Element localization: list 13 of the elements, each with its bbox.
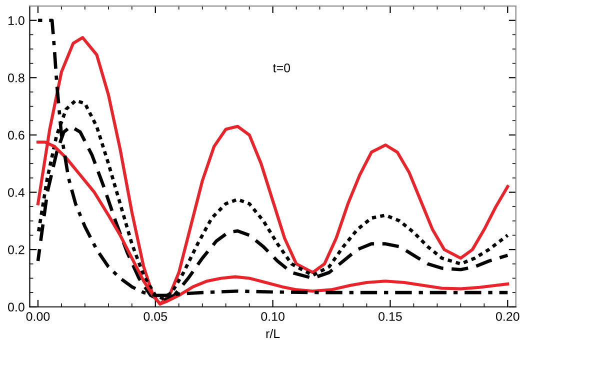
- x-axis-title: r/L: [266, 328, 280, 338]
- y-tick-label: 0.6: [8, 130, 24, 140]
- annotation: t=0: [272, 63, 290, 72]
- y-tick-label: 0.4: [8, 188, 25, 197]
- x-tick-label: 0.15: [378, 312, 402, 321]
- y-tick-label: 0.8: [8, 73, 24, 82]
- y-tick-label: 1.0: [8, 16, 24, 26]
- x-tick-label: 0.20: [496, 312, 520, 321]
- x-tick-label: 0.05: [144, 312, 168, 321]
- y-tick-label: 0.2: [8, 245, 24, 254]
- y-tick-label: 0.0: [8, 302, 24, 312]
- x-tick-label: 0.10: [261, 312, 284, 321]
- x-tick-label: 0.00: [26, 312, 50, 321]
